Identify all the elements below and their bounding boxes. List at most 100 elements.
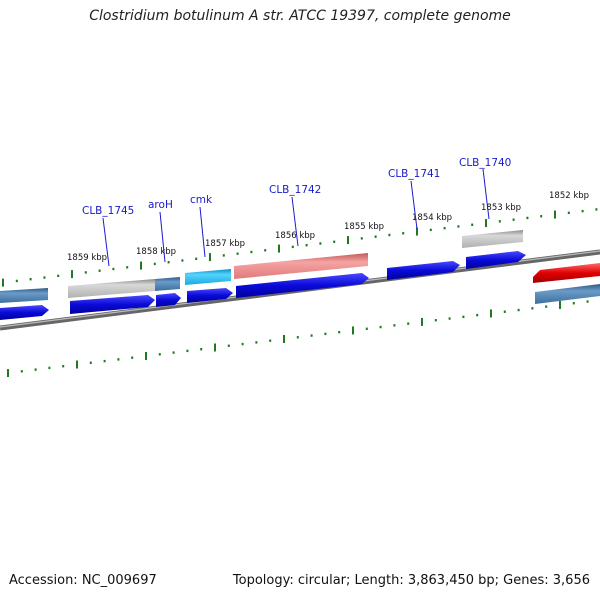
minor-tick xyxy=(434,319,437,322)
outer-tick-ring xyxy=(2,208,598,287)
minor-tick xyxy=(512,218,515,221)
minor-tick xyxy=(222,254,225,257)
minor-tick xyxy=(43,276,46,279)
minor-tick xyxy=(255,341,258,344)
minor-tick xyxy=(393,324,396,327)
major-tick xyxy=(490,309,492,318)
minor-tick xyxy=(503,310,506,313)
major-tick xyxy=(214,343,216,352)
minor-tick xyxy=(498,220,501,223)
minor-tick xyxy=(62,365,65,368)
minor-tick xyxy=(103,359,106,363)
gene-bar-right-steel[interactable] xyxy=(535,284,600,304)
cds-row xyxy=(0,251,526,320)
accession-label: Accession: NC_009697 xyxy=(9,573,157,588)
minor-tick xyxy=(57,274,60,278)
minor-tick xyxy=(540,215,543,218)
gene-bar-right-red[interactable] xyxy=(533,263,600,283)
gene-label-aroh[interactable]: aroH xyxy=(148,199,173,211)
tick-label-1858: 1858 kbp xyxy=(136,247,176,257)
major-tick xyxy=(76,360,78,369)
minor-tick xyxy=(333,240,336,243)
cds-arrow-clb1741[interactable] xyxy=(387,261,460,280)
minor-tick xyxy=(172,351,175,354)
minor-tick xyxy=(379,325,382,329)
tick-label-1856: 1856 kbp xyxy=(275,231,315,241)
minor-tick xyxy=(402,232,405,235)
minor-tick xyxy=(195,257,198,261)
leader-line-clb1740 xyxy=(482,168,490,220)
major-tick xyxy=(2,278,4,287)
minor-tick xyxy=(407,322,410,325)
minor-tick xyxy=(131,356,134,359)
cds-arrow-cmk[interactable] xyxy=(187,288,233,303)
minor-tick xyxy=(269,339,272,342)
map-title: Clostridium botulinum A str. ATCC 19397,… xyxy=(89,8,511,24)
gene-label-clb1740[interactable]: CLB_1740 xyxy=(459,157,511,169)
minor-tick xyxy=(462,315,465,319)
minor-tick xyxy=(153,262,156,266)
major-tick xyxy=(71,270,73,279)
major-tick xyxy=(485,219,487,228)
gene-bar-cmk[interactable] xyxy=(185,269,231,285)
cds-arrow-aroh[interactable] xyxy=(156,293,181,307)
minor-tick xyxy=(15,279,18,283)
gene-label-clb1742[interactable]: CLB_1742 xyxy=(269,184,321,196)
minor-tick xyxy=(319,242,322,245)
minor-tick xyxy=(567,211,570,215)
minor-tick xyxy=(236,252,239,255)
minor-tick xyxy=(365,327,368,330)
cds-arrow-left-edge[interactable] xyxy=(0,305,49,320)
minor-tick xyxy=(186,349,189,353)
leader-line-cmk xyxy=(199,206,206,258)
major-tick xyxy=(347,236,349,245)
minor-tick xyxy=(158,353,161,356)
gene-bar-clb1740[interactable] xyxy=(462,230,523,248)
minor-tick xyxy=(167,261,170,264)
tick-label-1857: 1857 kbp xyxy=(205,239,245,249)
minor-tick xyxy=(595,208,598,211)
major-tick xyxy=(352,326,354,335)
gene-bar-clb1742[interactable] xyxy=(234,253,368,279)
gene-label-cmk[interactable]: cmk xyxy=(190,194,213,206)
gene-label-clb1741[interactable]: CLB_1741 xyxy=(388,168,440,180)
minor-tick xyxy=(250,250,253,254)
tick-label-1859: 1859 kbp xyxy=(67,253,107,263)
minor-tick xyxy=(227,344,230,347)
minor-tick xyxy=(360,237,363,240)
minor-tick xyxy=(526,216,529,220)
gene-label-clb1745[interactable]: CLB_1745 xyxy=(82,205,134,217)
tick-label-1855: 1855 kbp xyxy=(344,222,384,232)
minor-tick xyxy=(200,347,203,351)
minor-tick xyxy=(338,330,341,334)
gene-bar-left-edge[interactable] xyxy=(0,288,48,303)
minor-tick xyxy=(29,278,32,281)
leader-line-aroh xyxy=(159,211,166,263)
major-tick xyxy=(140,261,142,270)
minor-tick xyxy=(572,302,575,305)
gene-bar-clb1745[interactable] xyxy=(68,279,155,298)
minor-tick xyxy=(34,368,37,371)
cds-arrow-clb1745[interactable] xyxy=(70,295,155,314)
cds-arrow-clb1740[interactable] xyxy=(466,251,526,269)
major-tick xyxy=(283,334,285,343)
minor-tick xyxy=(448,317,451,320)
minor-tick xyxy=(517,308,520,312)
cds-arrow-clb1742[interactable] xyxy=(236,273,369,298)
minor-tick xyxy=(48,366,51,370)
gene-labels xyxy=(102,168,490,267)
minor-tick xyxy=(296,336,299,339)
leader-line-clb1745 xyxy=(102,217,110,267)
tick-label-1854: 1854 kbp xyxy=(412,213,452,223)
minor-tick xyxy=(374,235,377,238)
tick-label-1852: 1852 kbp xyxy=(549,191,589,201)
leader-line-clb1742 xyxy=(291,196,299,247)
major-tick xyxy=(559,300,561,309)
kbp-labels: 1859 kbp 1858 kbp 1857 kbp 1856 kbp 1855… xyxy=(67,191,589,263)
genome-summary: Topology: circular; Length: 3,863,450 bp… xyxy=(232,573,590,588)
minor-tick xyxy=(531,307,534,310)
minor-tick xyxy=(305,243,308,247)
gene-bar-aroh[interactable] xyxy=(155,277,180,291)
minor-tick xyxy=(264,249,267,252)
